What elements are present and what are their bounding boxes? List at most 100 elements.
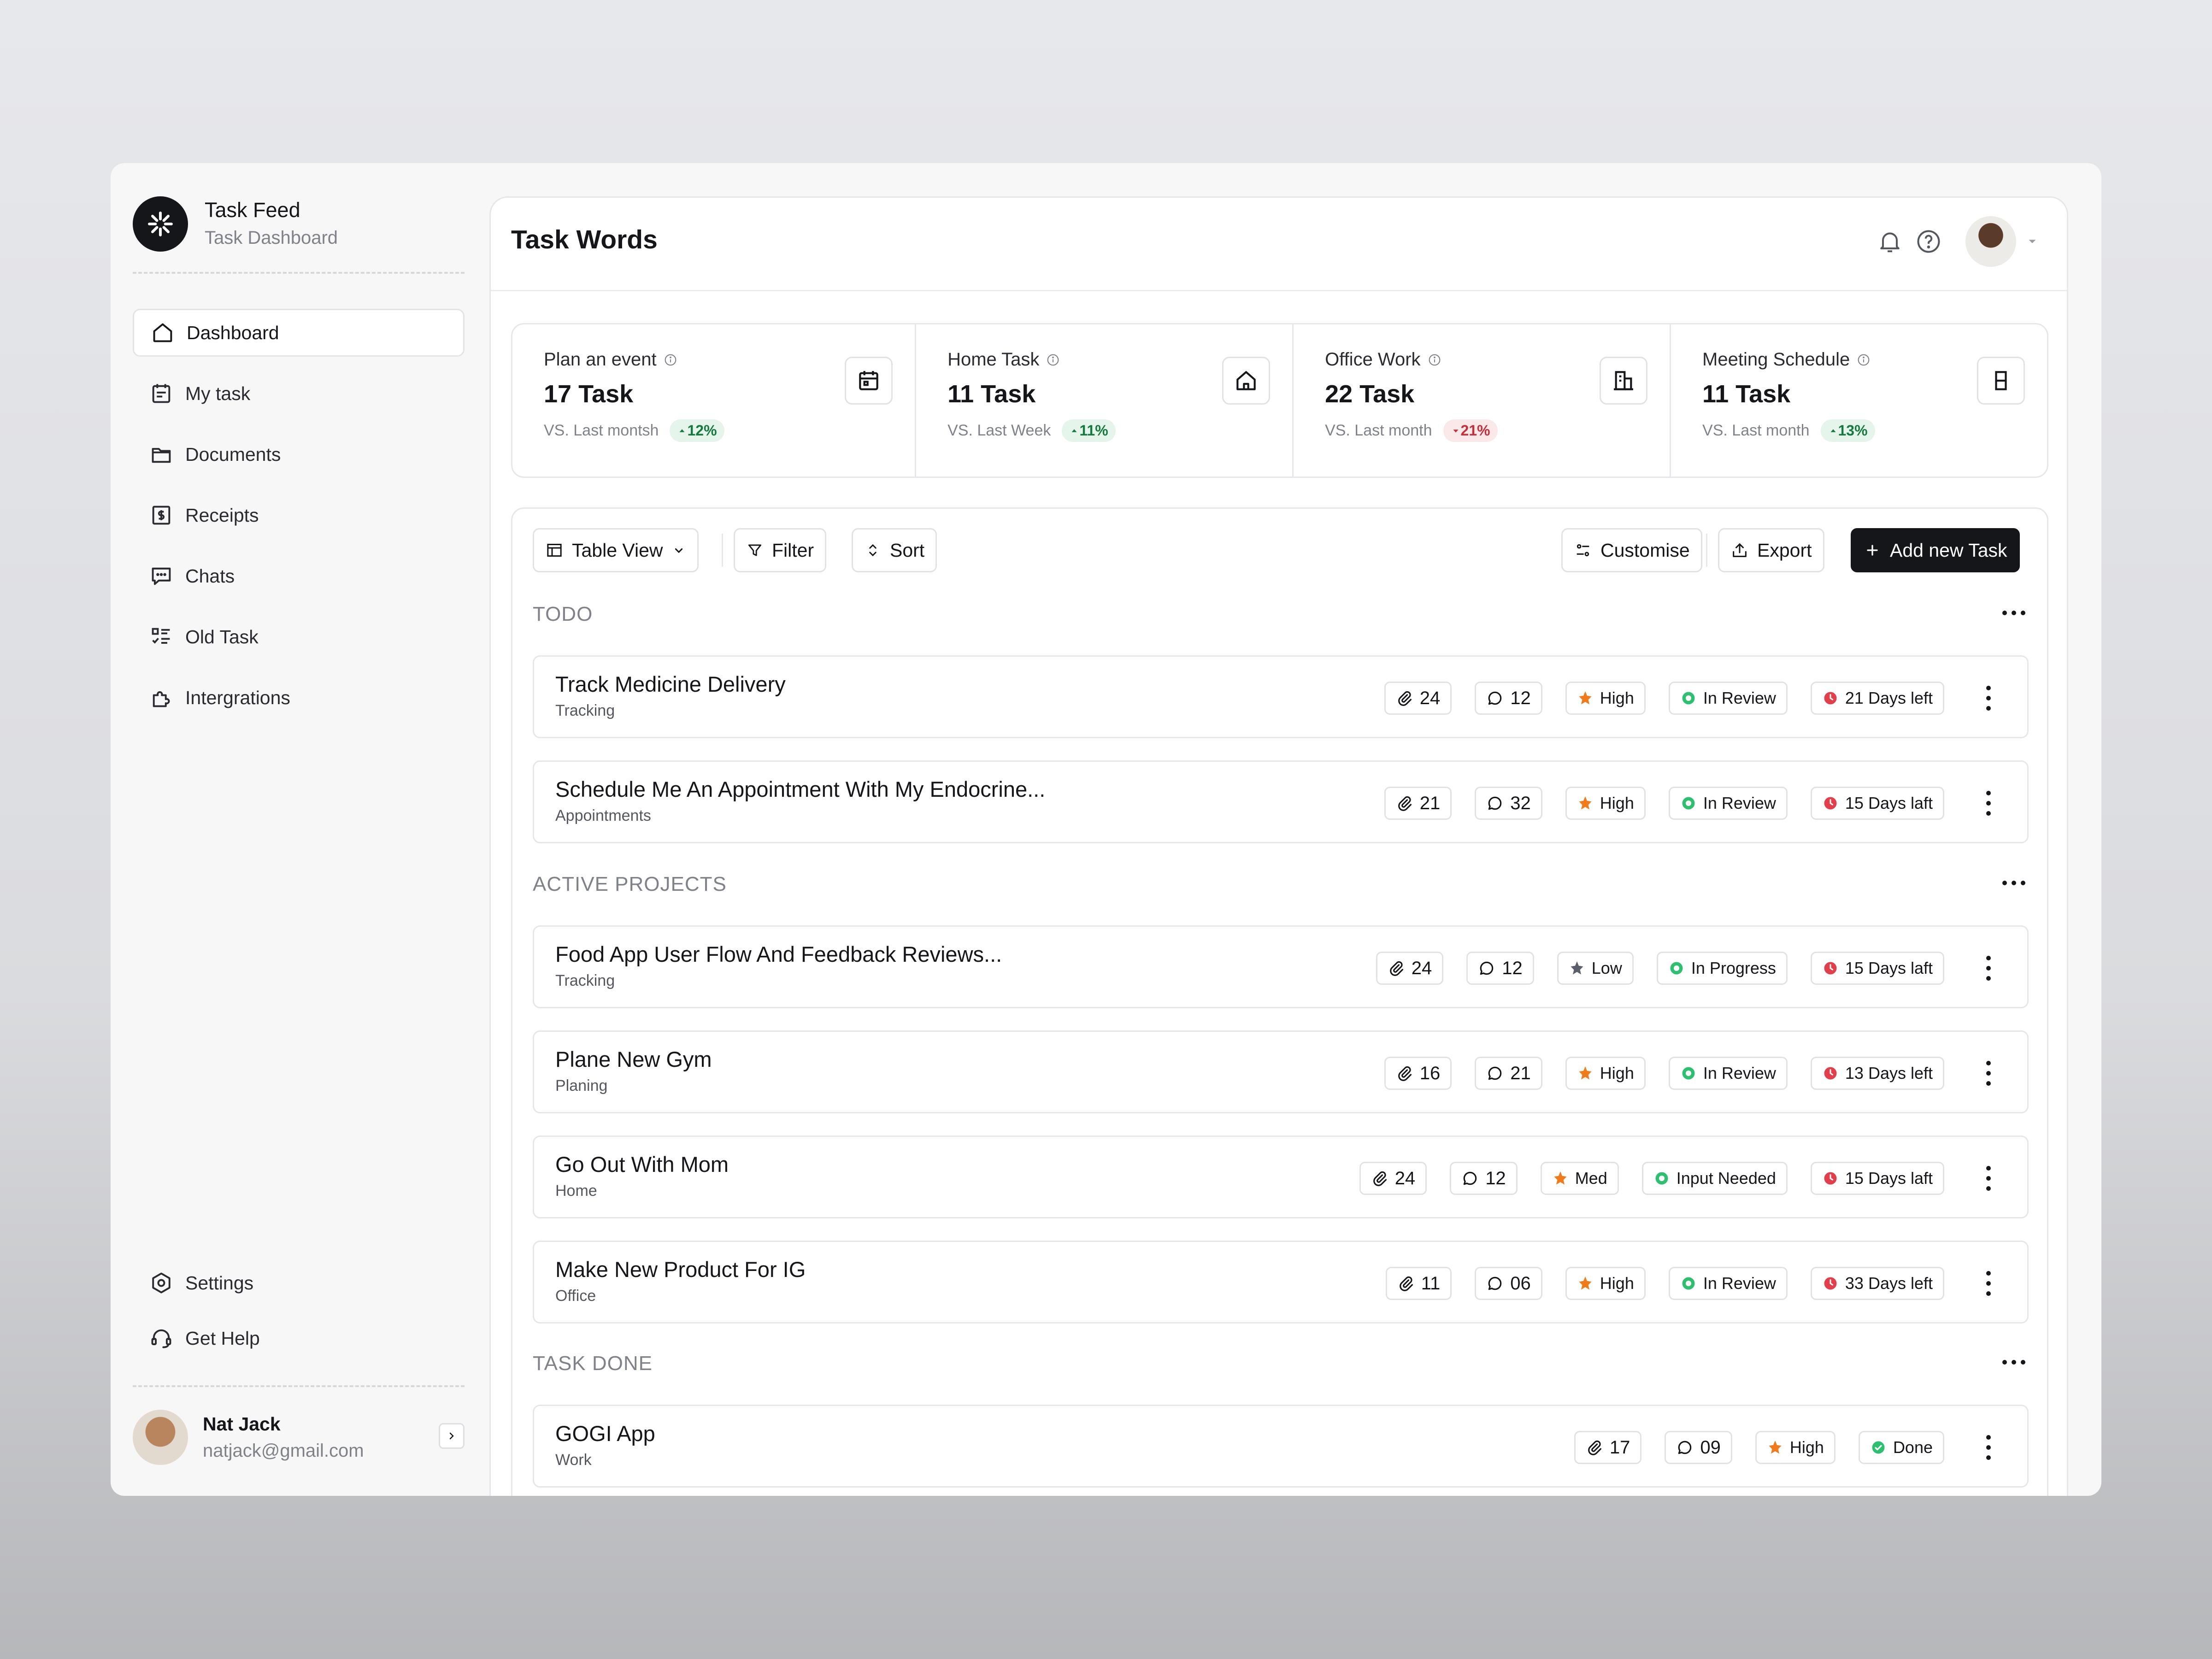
comments-chip[interactable]: 32 <box>1475 787 1542 820</box>
task-category: Appointments <box>555 807 651 824</box>
info-icon <box>1429 354 1440 365</box>
more-horizontal-icon[interactable] <box>2001 878 2027 888</box>
section-active-projects: ACTIVE PROJECTS <box>533 873 2027 900</box>
clock-icon <box>1824 692 1837 705</box>
avatar[interactable] <box>1965 216 2016 267</box>
due-label: 33 Days left <box>1845 1274 1933 1293</box>
status-dot-icon <box>1682 1067 1695 1080</box>
clock-icon <box>1824 797 1837 810</box>
brand[interactable]: Task Feed Task Dashboard <box>133 196 338 252</box>
task-row[interactable]: Make New Product For IG Office 11 06 Hig… <box>533 1241 2029 1324</box>
more-vertical-icon[interactable] <box>1979 787 1998 820</box>
attachments-chip[interactable]: 11 <box>1385 1267 1452 1300</box>
task-row[interactable]: GOGI App Work 17 09 High Done <box>533 1405 2029 1488</box>
sidebar-item-get-help[interactable]: Get Help <box>133 1314 465 1362</box>
attachments-chip[interactable]: 21 <box>1384 787 1452 820</box>
sidebar-item-dashboard[interactable]: Dashboard <box>133 309 465 357</box>
comments-chip[interactable]: 09 <box>1665 1431 1732 1464</box>
task-row[interactable]: Track Medicine Delivery Tracking 24 12 H… <box>533 655 2029 738</box>
help-icon[interactable] <box>1915 228 1942 255</box>
task-row[interactable]: Schedule Me An Appointment With My Endoc… <box>533 760 2029 843</box>
comments-chip[interactable]: 12 <box>1450 1162 1518 1195</box>
customise-button[interactable]: Customise <box>1561 528 1702 572</box>
sidebar-item-my-task[interactable]: My task <box>133 370 465 418</box>
priority-star-icon <box>1571 961 1583 975</box>
status-badge[interactable]: In Review <box>1668 1267 1788 1300</box>
priority-badge[interactable]: High <box>1755 1431 1835 1464</box>
more-vertical-icon[interactable] <box>1979 1267 1998 1300</box>
sidebar-item-integrations[interactable]: Intergrations <box>133 674 465 722</box>
priority-badge[interactable]: Low <box>1557 952 1634 985</box>
more-vertical-icon[interactable] <box>1979 1431 1998 1464</box>
delta-badge: 21% <box>1443 419 1498 442</box>
sidebar-item-settings[interactable]: Settings <box>133 1259 465 1307</box>
brand-logo-icon <box>133 196 188 252</box>
stat-card[interactable]: Office Work 22 Task VS. Last month 21% <box>1294 324 1671 477</box>
priority-badge[interactable]: High <box>1565 682 1646 715</box>
task-row[interactable]: Go Out With Mom Home 24 12 Med Input Nee… <box>533 1135 2029 1218</box>
task-category: Home <box>555 1182 597 1200</box>
section-title: ACTIVE PROJECTS <box>533 873 727 895</box>
comments-chip[interactable]: 12 <box>1475 682 1542 715</box>
task-row[interactable]: Food App User Flow And Feedback Reviews.… <box>533 925 2029 1008</box>
attachments-chip[interactable]: 16 <box>1384 1057 1452 1090</box>
due-badge[interactable]: 33 Days left <box>1810 1267 1944 1300</box>
priority-badge[interactable]: High <box>1565 787 1646 820</box>
sidebar-item-label: Get Help <box>185 1327 260 1349</box>
more-horizontal-icon[interactable] <box>2001 608 2027 618</box>
sidebar-item-old-task[interactable]: Old Task <box>133 613 465 661</box>
expand-profile-button[interactable] <box>439 1423 465 1449</box>
due-badge[interactable]: 15 Days laft <box>1810 952 1944 985</box>
status-dot-icon <box>1682 1277 1695 1290</box>
comment-icon <box>1678 1441 1692 1454</box>
status-badge[interactable]: In Review <box>1668 787 1788 820</box>
attachments-chip[interactable]: 24 <box>1359 1162 1427 1195</box>
due-badge[interactable]: 15 Days laft <box>1810 1162 1944 1195</box>
task-row[interactable]: Plane New Gym Planing 16 21 High In Revi… <box>533 1030 2029 1113</box>
stat-card[interactable]: Meeting Schedule 11 Task VS. Last month 1… <box>1671 324 2047 477</box>
add-new-task-button[interactable]: Add new Task <box>1851 528 2020 572</box>
comments-chip[interactable]: 21 <box>1475 1057 1542 1090</box>
comments-chip[interactable]: 06 <box>1475 1267 1542 1300</box>
status-badge[interactable]: Done <box>1858 1431 1944 1464</box>
comments-chip[interactable]: 12 <box>1466 952 1534 985</box>
export-button[interactable]: Export <box>1718 528 1824 572</box>
due-badge[interactable]: 21 Days left <box>1810 682 1944 715</box>
priority-badge[interactable]: Med <box>1540 1162 1619 1195</box>
sidebar-item-receipts[interactable]: Receipts <box>133 491 465 539</box>
attachments-chip[interactable]: 24 <box>1384 682 1452 715</box>
status-badge[interactable]: In Progress <box>1656 952 1788 985</box>
more-vertical-icon[interactable] <box>1979 1057 1998 1090</box>
priority-label: High <box>1600 688 1634 707</box>
priority-label: Low <box>1591 959 1622 977</box>
task-meta: 21 32 High In Review 15 Days laft <box>1384 787 1944 820</box>
sidebar-item-chats[interactable]: Chats <box>133 552 465 600</box>
more-vertical-icon[interactable] <box>1979 1162 1998 1195</box>
status-badge[interactable]: Input Needed <box>1641 1162 1788 1195</box>
filter-button[interactable]: Filter <box>734 528 827 572</box>
chevron-down-icon[interactable] <box>2025 235 2039 248</box>
status-badge[interactable]: In Review <box>1668 1057 1788 1090</box>
priority-badge[interactable]: High <box>1565 1267 1646 1300</box>
door-icon <box>1995 371 2007 390</box>
sort-button[interactable]: Sort <box>852 528 937 572</box>
comments-count: 12 <box>1485 1168 1506 1188</box>
bell-icon[interactable] <box>1876 228 1904 255</box>
status-badge[interactable]: In Review <box>1668 682 1788 715</box>
more-vertical-icon[interactable] <box>1979 682 1998 715</box>
due-badge[interactable]: 15 Days laft <box>1810 787 1944 820</box>
stat-card[interactable]: Plan an event 17 Task VS. Last montsh 12% <box>512 324 917 477</box>
more-vertical-icon[interactable] <box>1979 952 1998 985</box>
more-horizontal-icon[interactable] <box>2001 1358 2027 1367</box>
due-badge[interactable]: 13 Days left <box>1810 1057 1944 1090</box>
main-panel: Task Words Plan an event 17 Task VS. Las… <box>489 196 2068 1496</box>
stat-card[interactable]: Home Task 11 Task VS. Last Week 11% <box>916 324 1294 477</box>
attachments-chip[interactable]: 17 <box>1574 1431 1642 1464</box>
user-profile[interactable]: Nat Jack natjack@gmail.com <box>133 1407 465 1467</box>
sidebar-item-documents[interactable]: Documents <box>133 430 465 478</box>
attachments-chip[interactable]: 24 <box>1376 952 1444 985</box>
sidebar-nav: Dashboard My task Documents Receipts Cha… <box>133 309 465 735</box>
priority-badge[interactable]: High <box>1565 1057 1646 1090</box>
table-view-dropdown[interactable]: Table View <box>533 528 699 572</box>
section-title: TASK DONE <box>533 1352 653 1375</box>
